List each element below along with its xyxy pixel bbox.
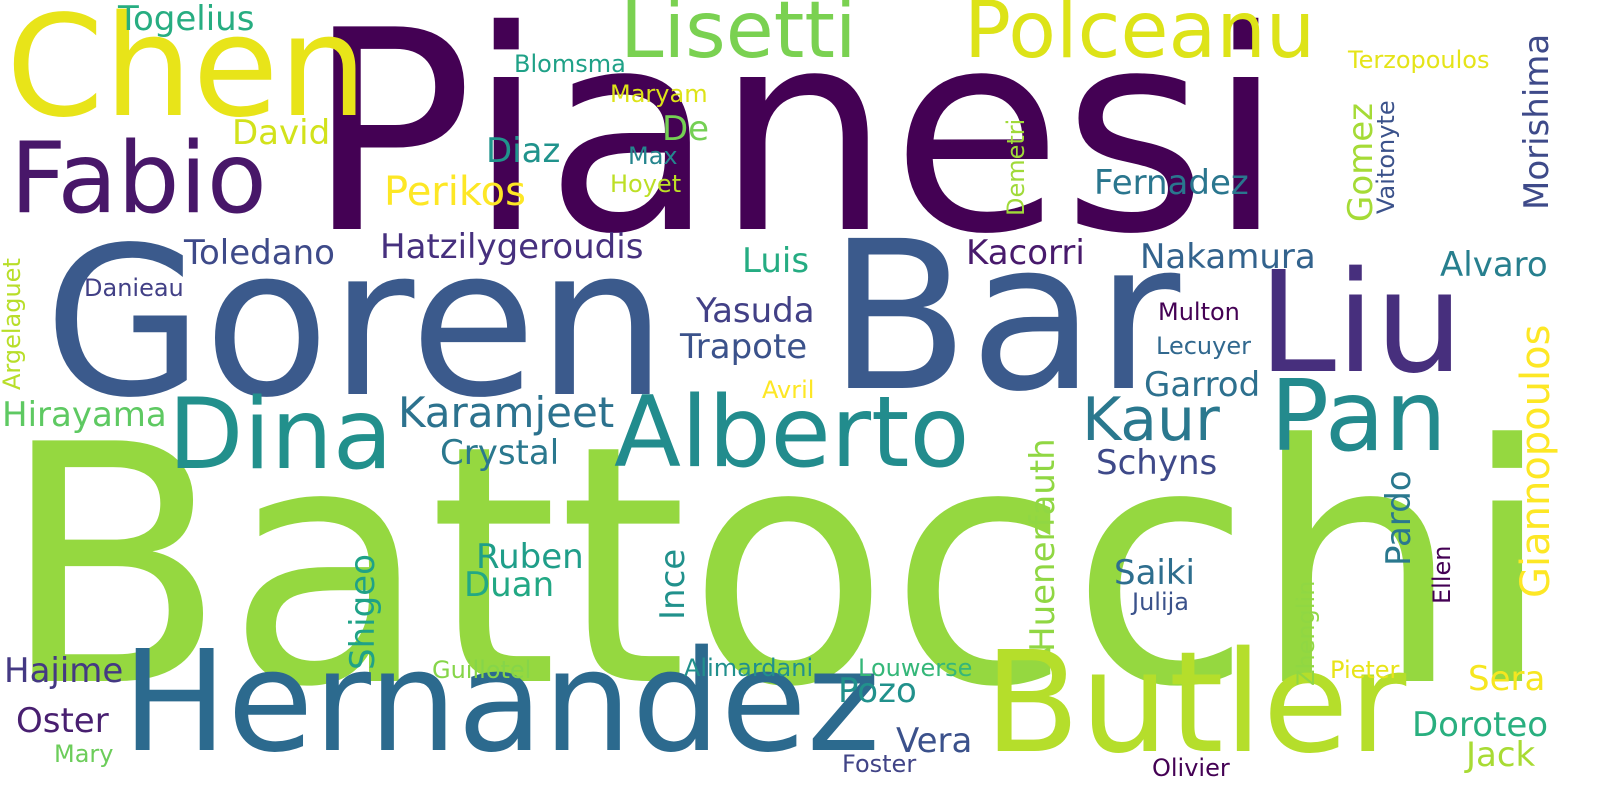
- word-julija: Julija: [1132, 588, 1189, 616]
- word-pozo: Pozo: [838, 671, 917, 711]
- word-hajime: Hajime: [4, 651, 124, 691]
- word-lisetti: Lisetti: [620, 0, 857, 76]
- word-guillotel: Guillotel: [432, 656, 532, 684]
- word-sera: Sera: [1468, 659, 1546, 699]
- word-kaur: Kaur: [1082, 385, 1220, 455]
- word-shigeo: Shigeo: [343, 554, 383, 670]
- word-bar: Bar: [828, 197, 1181, 437]
- word-diaz: Diaz: [486, 131, 561, 171]
- word-max: Max: [628, 142, 678, 170]
- word-maryam: Maryam: [610, 80, 708, 108]
- word-terzopoulos: Terzopoulos: [1348, 46, 1490, 74]
- word-giannopoulos: Giannopoulos: [1513, 324, 1559, 598]
- word-schyns: Schyns: [1096, 443, 1218, 483]
- word-butler: Butler: [984, 622, 1407, 785]
- word-gomez: Gomez: [1341, 102, 1381, 222]
- word-chen: Chen: [6, 0, 368, 149]
- word-goren: Goren: [44, 203, 668, 443]
- word-demetri: Demetri: [1002, 118, 1030, 216]
- word-polceanu: Polceanu: [964, 0, 1316, 76]
- word-mary: Mary: [54, 740, 114, 768]
- word-pieter: Pieter: [1330, 656, 1400, 684]
- word-lecuyer: Lecuyer: [1156, 332, 1251, 360]
- word-fernadez: Fernadez: [1094, 163, 1249, 203]
- word-crystal: Crystal: [440, 433, 560, 473]
- word-louwerse: Louwerse: [858, 654, 973, 682]
- word-vera: Vera: [896, 721, 973, 761]
- word-garrod: Garrod: [1144, 365, 1261, 405]
- word-saiki: Saiki: [1114, 553, 1195, 593]
- word-huenerfauth: Huenerfauth: [1023, 438, 1063, 652]
- word-ellen: Ellen: [1428, 545, 1456, 604]
- word-david: David: [232, 113, 331, 153]
- word-oster: Oster: [16, 701, 109, 741]
- word-alberto: Alberto: [614, 376, 970, 490]
- word-olivier: Olivier: [1152, 754, 1230, 782]
- word-de: De: [662, 109, 710, 149]
- word-duan: Duan: [464, 565, 555, 605]
- word-yasuda: Yasuda: [696, 291, 815, 331]
- word-hernandez: Hernandez: [122, 621, 881, 784]
- word-luis: Luis: [742, 241, 810, 281]
- word-hirayama: Hirayama: [2, 395, 167, 435]
- word-kacorri: Kacorri: [966, 233, 1085, 273]
- word-battocchi: Battocchi: [0, 375, 1553, 759]
- word-multon: Multon: [1158, 298, 1240, 326]
- word-zhenglin: Zhenglin: [1292, 580, 1320, 686]
- word-morishima: Morishima: [1517, 33, 1557, 210]
- word-hatzilygeroudis: Hatzilygeroudis: [380, 227, 644, 267]
- word-avril: Avril: [762, 376, 815, 404]
- word-perikos: Perikos: [384, 169, 526, 215]
- word-liu: Liu: [1258, 242, 1464, 405]
- word-blomsma: Blomsma: [514, 50, 626, 78]
- word-doroteo: Doroteo: [1412, 705, 1549, 745]
- word-pianesi: Pianesi: [306, 0, 1285, 295]
- word-alimardani: Alimardani: [684, 654, 814, 682]
- word-dina: Dina: [168, 378, 393, 492]
- word-karamjeet: Karamjeet: [398, 388, 615, 437]
- word-fabio: Fabio: [10, 122, 267, 236]
- word-togelius: Togelius: [118, 0, 255, 39]
- word-pan: Pan: [1270, 360, 1447, 474]
- word-hoyet: Hoyet: [610, 170, 682, 198]
- word-ruben: Ruben: [476, 537, 584, 577]
- word-pardo: Pardo: [1379, 470, 1419, 566]
- word-toledano: Toledano: [184, 233, 335, 273]
- word-foster: Foster: [842, 750, 917, 778]
- word-danieau: Danieau: [84, 274, 184, 302]
- word-alvaro: Alvaro: [1440, 245, 1548, 285]
- word-jack: Jack: [1466, 735, 1536, 775]
- word-ince: Ince: [653, 548, 693, 620]
- word-argelaguet: Argelaguet: [0, 258, 26, 390]
- word-nakamura: Nakamura: [1140, 237, 1316, 277]
- word-trapote: Trapote: [680, 327, 808, 367]
